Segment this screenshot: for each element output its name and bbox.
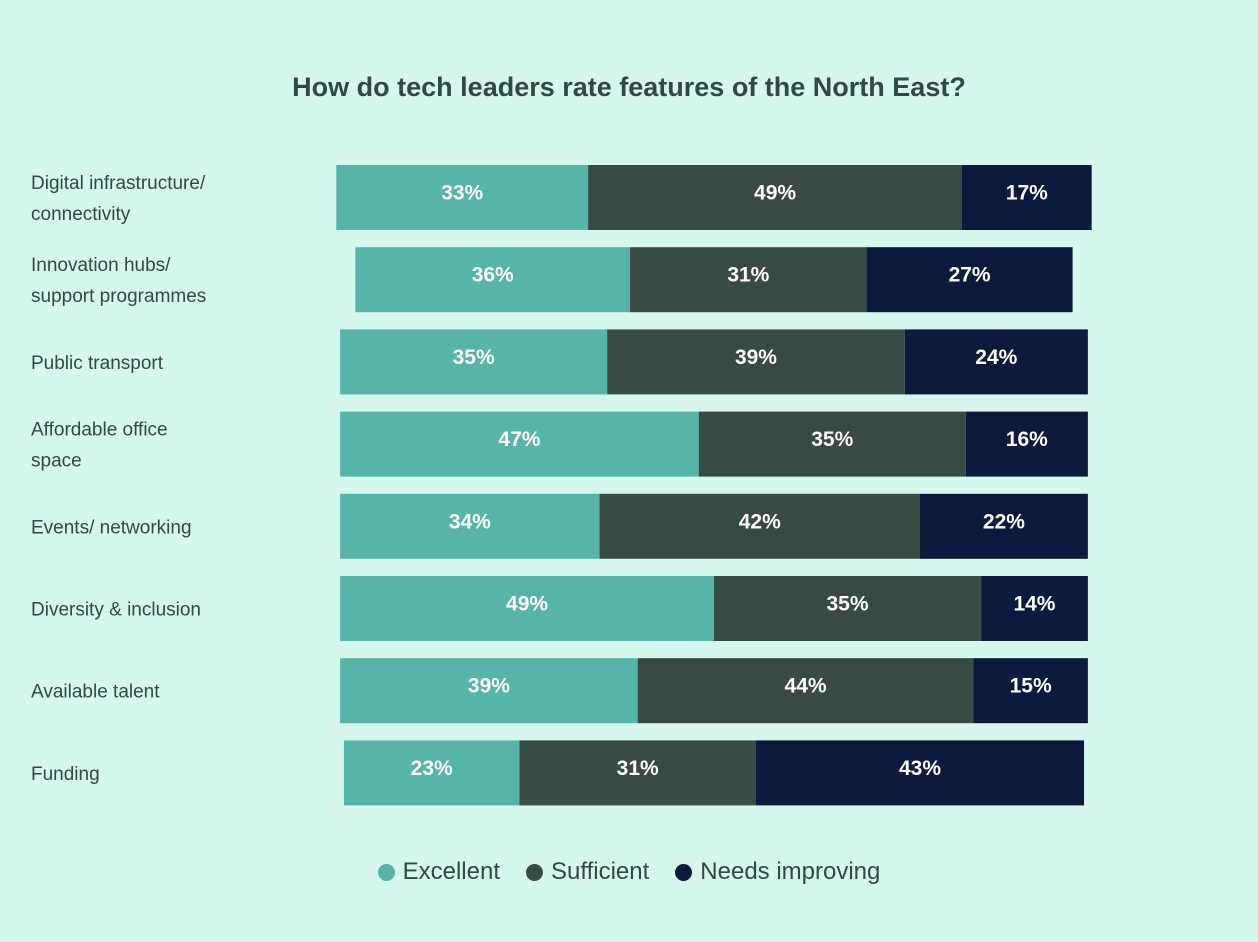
data-label: 44%	[785, 675, 827, 698]
data-label: 47%	[498, 428, 540, 451]
category-label-line: Diversity & inclusion	[31, 600, 201, 621]
data-label: 15%	[1010, 675, 1052, 698]
bar-segment-needs-improving	[973, 658, 1088, 724]
data-label: 14%	[1013, 593, 1055, 616]
data-label: 17%	[1006, 182, 1048, 205]
category-label: Funding	[31, 764, 100, 785]
bar-segment-excellent	[355, 247, 631, 313]
bar-segment-excellent	[343, 740, 520, 806]
bar-segment-sufficient	[637, 658, 974, 724]
legend-label: Sufficient	[551, 858, 650, 885]
legend-label: Needs improving	[700, 858, 881, 885]
data-label: 24%	[975, 346, 1017, 369]
legend-swatch	[526, 863, 543, 881]
bar-segment-sufficient	[698, 411, 966, 477]
bar-segment-excellent	[340, 576, 714, 641]
chart-title: How do tech leaders rate features of the…	[292, 72, 966, 102]
legend-swatch	[675, 863, 693, 881]
bar-segment-sufficient	[588, 165, 962, 230]
bar-segment-excellent	[340, 329, 608, 395]
category-label: Available talent	[31, 682, 160, 703]
legend-item: Sufficient	[526, 858, 649, 886]
data-label: 49%	[754, 182, 796, 205]
bar-segment-excellent	[340, 411, 699, 477]
category-label: Affordable office space	[31, 420, 168, 472]
data-label: 42%	[739, 510, 781, 533]
data-label: 34%	[449, 510, 491, 533]
data-label: 43%	[899, 757, 941, 780]
data-label: 35%	[453, 346, 495, 369]
legend-item: Excellent	[377, 858, 500, 886]
data-label: 31%	[727, 264, 769, 287]
data-label: 33%	[441, 182, 483, 205]
category-label: Public transport	[31, 353, 164, 374]
data-label: 31%	[617, 757, 659, 780]
data-label: 39%	[735, 346, 777, 369]
plot-area: Digital infrastructure/connectivity 33% 49…	[31, 165, 1092, 806]
data-label: 16%	[1006, 428, 1048, 451]
category-label: Innovation hubs/support programmes	[31, 255, 206, 307]
category-label-line: space	[31, 451, 82, 472]
category-label-line: Public transport	[31, 353, 164, 374]
legend-swatch	[377, 863, 395, 881]
bar-segment-needs-improving	[961, 165, 1092, 230]
category-label-line: support programmes	[31, 286, 206, 307]
data-label: 49%	[506, 593, 548, 616]
data-label: 35%	[827, 593, 869, 616]
data-label: 36%	[472, 264, 514, 287]
category-label-line: Digital infrastructure/	[31, 173, 206, 194]
data-label: 22%	[983, 510, 1025, 533]
category-label-line: Available talent	[31, 682, 160, 703]
bar-segment-sufficient	[630, 247, 867, 313]
data-label: 23%	[411, 757, 453, 780]
bar-segment-sufficient	[519, 740, 756, 806]
bar-segment-needs-improving	[965, 411, 1088, 477]
legend-item: Needs improving	[675, 858, 880, 886]
data-label: 39%	[468, 675, 510, 698]
legend: Excellent Sufficient Needs improving	[0, 858, 1258, 886]
category-label-line: Events/ networking	[31, 517, 192, 538]
category-label: Events/ networking	[31, 517, 192, 538]
data-label: 35%	[811, 428, 853, 451]
bar-segment-excellent	[340, 493, 600, 559]
category-label-line: connectivity	[31, 204, 131, 225]
category-label: Digital infrastructure/connectivity	[31, 173, 206, 225]
bar-segment-sufficient	[607, 329, 905, 395]
bar-segment-excellent	[336, 165, 589, 230]
category-label: Diversity & inclusion	[31, 600, 201, 621]
category-label-line: Innovation hubs/	[31, 255, 171, 276]
bar-segment-needs-improving	[755, 740, 1085, 806]
data-label: 27%	[949, 264, 991, 287]
bar-segment-needs-improving	[904, 329, 1088, 395]
bar-segment-excellent	[340, 658, 638, 724]
bar-segment-needs-improving	[866, 247, 1073, 313]
bar-segment-sufficient	[599, 493, 921, 559]
category-label-line: Funding	[31, 764, 100, 785]
bar-segment-sufficient	[714, 576, 982, 641]
bar-segment-needs-improving	[920, 493, 1088, 559]
category-label-line: Affordable office	[31, 420, 168, 441]
bar-segment-needs-improving	[981, 576, 1088, 641]
legend-label: Excellent	[402, 858, 500, 885]
